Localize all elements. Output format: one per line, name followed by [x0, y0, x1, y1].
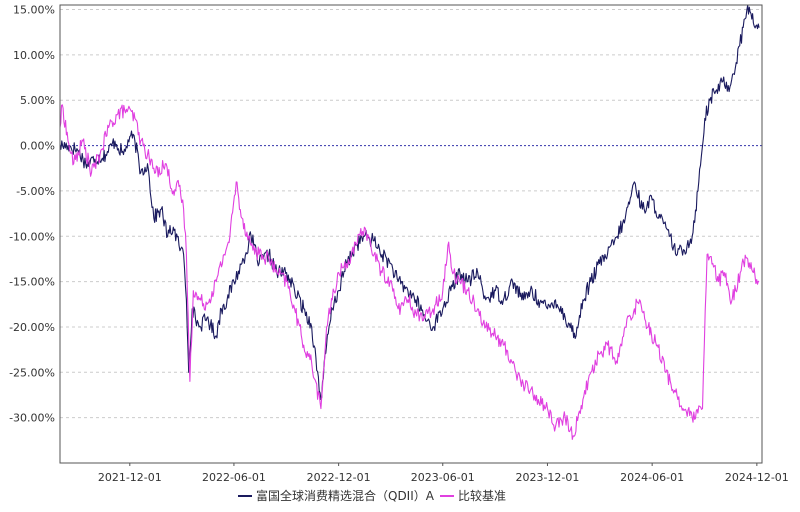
y-tick-label: 10.00%	[13, 49, 55, 62]
series-line-2	[59, 104, 760, 440]
x-tick-label: 2024-06-01	[620, 471, 684, 484]
y-tick-label: 5.00%	[20, 94, 55, 107]
y-tick-label: 0.00%	[20, 140, 55, 153]
plot-frame	[59, 4, 763, 464]
y-tick-label: -10.00%	[9, 230, 55, 243]
y-tick-label: -15.00%	[9, 276, 55, 289]
x-axis: 2021-12-01 2022-06-01 2022-12-01 2023-06-01…	[98, 463, 789, 484]
series-lines	[59, 4, 760, 440]
y-tick-label: -30.00%	[9, 412, 55, 425]
gridlines	[60, 9, 762, 419]
x-tick-label: 2022-06-01	[202, 471, 266, 484]
legend: 富国全球消费精选混合（QDII）A 比较基准	[238, 488, 506, 503]
y-tick-label: -20.00%	[9, 321, 55, 334]
x-tick-label: 2023-12-01	[515, 471, 579, 484]
legend-label-2: 比较基准	[458, 488, 506, 503]
y-tick-label: -25.00%	[9, 366, 55, 379]
y-tick-label: -5.00%	[16, 185, 55, 198]
y-tick-label: 15.00%	[13, 4, 55, 17]
x-tick-label: 2023-06-01	[411, 471, 475, 484]
legend-label-1: 富国全球消费精选混合（QDII）A	[256, 488, 435, 503]
x-tick-label: 2022-12-01	[307, 471, 371, 484]
x-tick-label: 2024-12-01	[725, 471, 789, 484]
y-axis: 15.00% 10.00% 5.00% 0.00% -5.00% -10.00% -15.0…	[9, 4, 55, 425]
x-tick-label: 2021-12-01	[98, 471, 162, 484]
